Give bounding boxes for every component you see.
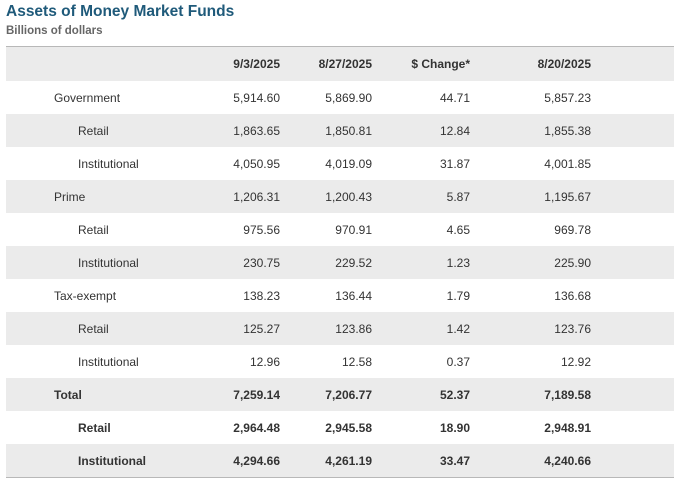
cell-change: 4.65 — [446, 222, 470, 237]
cell-spacer — [591, 180, 674, 213]
cell-change: 1.42 — [446, 321, 470, 336]
table-row-total-institutional: Institutional 4,294.66 4,261.19 33.47 4,… — [6, 444, 674, 478]
table-row-total-retail: Retail 2,964.48 2,945.58 18.90 2,948.91 — [6, 411, 674, 444]
cell-date-1: 7,259.14 — [233, 387, 280, 402]
cell-change: 1.79 — [446, 288, 470, 303]
row-label: Retail — [78, 123, 109, 138]
row-label: Prime — [54, 189, 86, 204]
cell-date-1: 4,294.66 — [188, 444, 280, 478]
row-label: Retail — [78, 420, 111, 435]
page-subtitle: Billions of dollars — [6, 25, 103, 37]
cell-change: 5.87 — [446, 189, 470, 204]
row-label: Retail — [78, 222, 109, 237]
cell-spacer — [591, 147, 674, 180]
cell-date-2: 123.86 — [335, 321, 372, 336]
cell-change: 44.71 — [439, 90, 470, 105]
row-label: Total — [54, 387, 82, 402]
cell-change: 1.23 — [446, 255, 470, 270]
page-title: Assets of Money Market Funds — [6, 3, 235, 20]
cell-date-1: 2,964.48 — [233, 420, 280, 435]
table-row-tax-exempt: Tax-exempt 138.23 136.44 1.79 136.68 — [6, 279, 674, 312]
cell-spacer — [591, 444, 674, 478]
table-row-government: Government 5,914.60 5,869.90 44.71 5,857… — [6, 81, 674, 114]
cell-change: 33.47 — [372, 444, 470, 478]
cell-date-1: 1,206.31 — [233, 189, 280, 204]
cell-date-1: 230.75 — [243, 255, 280, 270]
cell-date-1: 1,863.65 — [233, 123, 280, 138]
cell-spacer — [591, 411, 674, 444]
cell-date-2: 4,261.19 — [280, 444, 372, 478]
cell-spacer — [591, 114, 674, 147]
table-row-tax-exempt-retail: Retail 125.27 123.86 1.42 123.76 — [6, 312, 674, 345]
cell-date-3: 225.90 — [554, 255, 591, 270]
money-market-assets-table: 9/3/2025 8/27/2025 $ Change* 8/20/2025 G… — [6, 46, 674, 478]
cell-spacer — [591, 345, 674, 378]
cell-spacer — [591, 213, 674, 246]
table-row-government-retail: Retail 1,863.65 1,850.81 12.84 1,855.38 — [6, 114, 674, 147]
header-category — [6, 46, 188, 81]
header-date-1: 9/3/2025 — [188, 46, 280, 81]
cell-date-1: 12.96 — [249, 354, 280, 369]
row-label: Institutional — [78, 255, 139, 270]
cell-date-3: 5,857.23 — [544, 90, 591, 105]
cell-change: 31.87 — [439, 156, 470, 171]
cell-change: 18.90 — [439, 420, 470, 435]
cell-date-1: 5,914.60 — [233, 90, 280, 105]
cell-change: 12.84 — [439, 123, 470, 138]
cell-change: 52.37 — [439, 387, 470, 402]
cell-date-2: 1,850.81 — [325, 123, 372, 138]
cell-date-3: 136.68 — [554, 288, 591, 303]
cell-spacer — [591, 246, 674, 279]
row-label: Institutional — [78, 354, 139, 369]
cell-date-1: 975.56 — [243, 222, 280, 237]
cell-date-3: 12.92 — [560, 354, 591, 369]
row-label: Retail — [78, 321, 109, 336]
cell-date-1: 138.23 — [243, 288, 280, 303]
cell-date-3: 1,855.38 — [544, 123, 591, 138]
cell-date-3: 4,001.85 — [544, 156, 591, 171]
cell-date-3: 2,948.91 — [544, 420, 591, 435]
cell-date-2: 136.44 — [335, 288, 372, 303]
header-date-2: 8/27/2025 — [280, 46, 372, 81]
cell-date-3: 1,195.67 — [544, 189, 591, 204]
header-change: $ Change* — [372, 46, 470, 81]
cell-date-2: 4,019.09 — [325, 156, 372, 171]
cell-date-1: 125.27 — [243, 321, 280, 336]
cell-date-2: 2,945.58 — [325, 420, 372, 435]
row-label: Government — [54, 90, 121, 105]
cell-spacer — [591, 378, 674, 411]
header-date-3: 8/20/2025 — [470, 46, 591, 81]
table-row-government-institutional: Institutional 4,050.95 4,019.09 31.87 4,… — [6, 147, 674, 180]
cell-date-2: 5,869.90 — [325, 90, 372, 105]
cell-spacer — [591, 279, 674, 312]
cell-date-3: 969.78 — [554, 222, 591, 237]
cell-date-3: 4,240.66 — [470, 444, 591, 478]
table-row-tax-exempt-institutional: Institutional 12.96 12.58 0.37 12.92 — [6, 345, 674, 378]
table-row-prime: Prime 1,206.31 1,200.43 5.87 1,195.67 — [6, 180, 674, 213]
cell-change: 0.37 — [446, 354, 470, 369]
table-row-prime-retail: Retail 975.56 970.91 4.65 969.78 — [6, 213, 674, 246]
cell-spacer — [591, 81, 674, 114]
cell-date-1: 4,050.95 — [233, 156, 280, 171]
table-row-total: Total 7,259.14 7,206.77 52.37 7,189.58 — [6, 378, 674, 411]
table-header-row: 9/3/2025 8/27/2025 $ Change* 8/20/2025 — [6, 46, 674, 81]
cell-date-2: 970.91 — [335, 222, 372, 237]
cell-date-2: 7,206.77 — [325, 387, 372, 402]
cell-date-2: 12.58 — [341, 354, 372, 369]
row-label: Institutional — [78, 156, 139, 171]
cell-date-2: 229.52 — [335, 255, 372, 270]
cell-date-2: 1,200.43 — [325, 189, 372, 204]
row-label: Tax-exempt — [54, 288, 117, 303]
cell-date-3: 7,189.58 — [544, 387, 591, 402]
cell-date-3: 123.76 — [554, 321, 591, 336]
header-spacer — [591, 46, 674, 81]
cell-spacer — [591, 312, 674, 345]
table-row-prime-institutional: Institutional 230.75 229.52 1.23 225.90 — [6, 246, 674, 279]
row-label: Institutional — [6, 444, 188, 478]
